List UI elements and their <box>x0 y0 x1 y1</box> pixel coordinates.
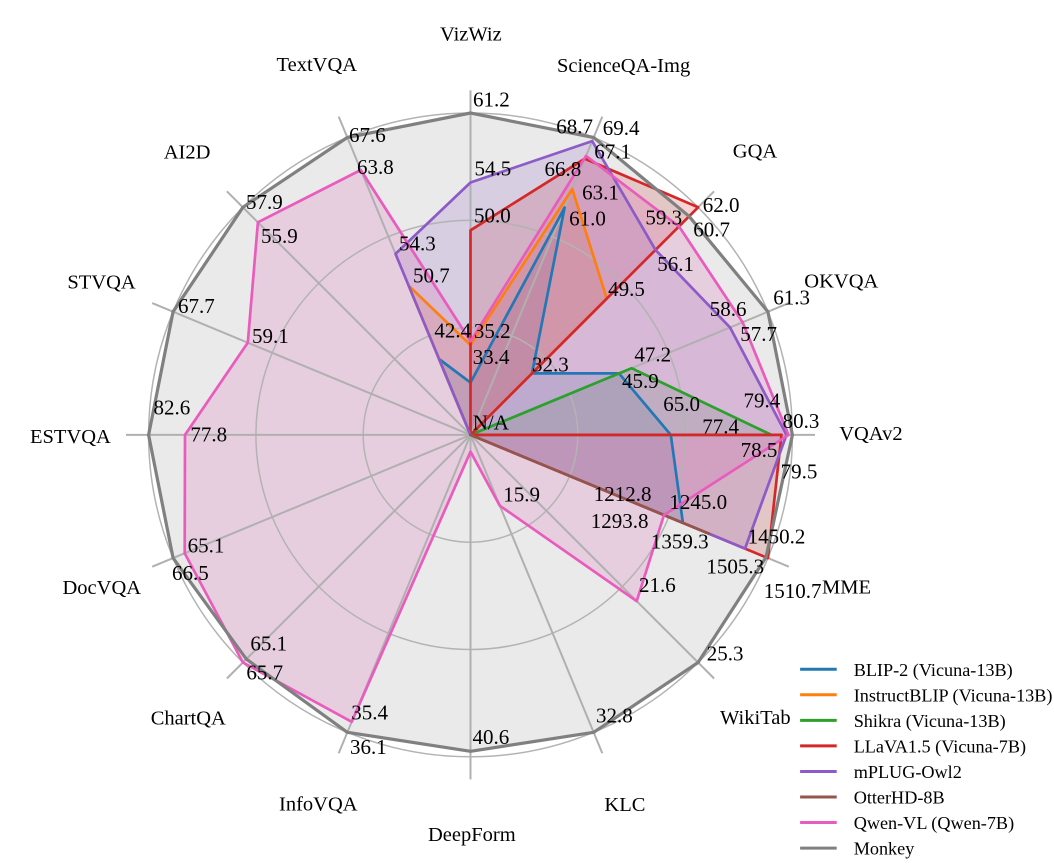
svg-text:61.0: 61.0 <box>569 206 606 230</box>
svg-text:80.3: 80.3 <box>783 409 820 433</box>
svg-text:Qwen-VL (Qwen-7B): Qwen-VL (Qwen-7B) <box>854 813 1014 834</box>
svg-text:69.4: 69.4 <box>603 116 640 140</box>
svg-text:36.1: 36.1 <box>350 735 387 759</box>
svg-text:Monkey: Monkey <box>854 839 916 859</box>
svg-text:45.9: 45.9 <box>622 369 659 393</box>
svg-text:32.3: 32.3 <box>532 352 569 376</box>
svg-text:67.6: 67.6 <box>349 123 386 147</box>
svg-text:77.4: 77.4 <box>702 415 739 439</box>
svg-text:79.5: 79.5 <box>781 460 818 484</box>
svg-text:mPLUG-Owl2: mPLUG-Owl2 <box>854 762 962 782</box>
svg-text:63.8: 63.8 <box>357 155 394 179</box>
svg-text:65.1: 65.1 <box>188 533 225 557</box>
svg-text:54.3: 54.3 <box>399 232 436 256</box>
svg-text:1359.3: 1359.3 <box>651 530 709 554</box>
svg-text:65.1: 65.1 <box>250 631 287 655</box>
svg-text:67.7: 67.7 <box>178 294 215 318</box>
svg-text:TextVQA: TextVQA <box>277 54 358 76</box>
svg-text:49.5: 49.5 <box>608 277 645 301</box>
svg-text:DeepForm: DeepForm <box>428 824 516 846</box>
svg-text:65.0: 65.0 <box>663 392 700 416</box>
svg-text:42.4: 42.4 <box>434 319 471 343</box>
svg-text:AI2D: AI2D <box>164 142 211 164</box>
svg-text:58.6: 58.6 <box>710 297 747 321</box>
svg-text:MME: MME <box>822 576 871 598</box>
svg-text:KLC: KLC <box>604 794 645 816</box>
svg-text:1212.8: 1212.8 <box>594 482 652 506</box>
svg-text:55.9: 55.9 <box>261 224 298 248</box>
svg-text:1245.0: 1245.0 <box>669 490 727 514</box>
svg-text:61.2: 61.2 <box>473 88 510 112</box>
svg-text:50.7: 50.7 <box>413 264 450 288</box>
svg-text:77.8: 77.8 <box>190 423 227 447</box>
svg-text:67.1: 67.1 <box>594 140 631 164</box>
svg-text:VQAv2: VQAv2 <box>839 423 902 445</box>
svg-text:78.5: 78.5 <box>741 438 778 462</box>
svg-text:1293.8: 1293.8 <box>591 509 649 533</box>
svg-text:STVQA: STVQA <box>67 272 136 294</box>
svg-text:82.6: 82.6 <box>154 396 191 420</box>
svg-text:68.7: 68.7 <box>556 115 593 139</box>
svg-text:60.7: 60.7 <box>693 218 730 242</box>
svg-text:Shikra (Vicuna-13B): Shikra (Vicuna-13B) <box>854 711 1006 732</box>
svg-text:25.3: 25.3 <box>707 641 744 665</box>
svg-text:35.4: 35.4 <box>351 700 388 724</box>
svg-text:LLaVA1.5 (Vicuna-7B): LLaVA1.5 (Vicuna-7B) <box>854 736 1026 757</box>
svg-text:OtterHD-8B: OtterHD-8B <box>854 788 945 808</box>
svg-text:15.9: 15.9 <box>503 482 540 506</box>
svg-text:59.1: 59.1 <box>252 324 289 348</box>
svg-text:WikiTab: WikiTab <box>720 707 791 729</box>
svg-text:66.8: 66.8 <box>545 157 582 181</box>
svg-text:33.4: 33.4 <box>473 345 510 369</box>
svg-text:N/A: N/A <box>473 411 510 435</box>
svg-text:InfoVQA: InfoVQA <box>279 793 358 815</box>
svg-text:DocVQA: DocVQA <box>63 577 142 599</box>
svg-text:1505.3: 1505.3 <box>706 554 764 578</box>
svg-text:54.5: 54.5 <box>475 157 512 181</box>
svg-text:61.3: 61.3 <box>773 286 810 310</box>
svg-text:50.0: 50.0 <box>474 204 511 228</box>
svg-text:57.9: 57.9 <box>246 190 283 214</box>
svg-text:40.6: 40.6 <box>473 725 510 749</box>
svg-text:35.2: 35.2 <box>474 319 511 343</box>
svg-text:65.7: 65.7 <box>246 661 283 685</box>
svg-text:BLIP-2 (Vicuna-13B): BLIP-2 (Vicuna-13B) <box>854 660 1013 681</box>
svg-text:79.4: 79.4 <box>744 389 781 413</box>
svg-text:InstructBLIP (Vicuna-13B): InstructBLIP (Vicuna-13B) <box>854 685 1053 706</box>
svg-text:66.5: 66.5 <box>172 561 209 585</box>
svg-text:GQA: GQA <box>733 141 778 163</box>
svg-text:ChartQA: ChartQA <box>151 707 226 729</box>
svg-text:63.1: 63.1 <box>582 180 619 204</box>
svg-text:ESTVQA: ESTVQA <box>30 426 111 448</box>
svg-text:1450.2: 1450.2 <box>748 524 806 548</box>
svg-text:47.2: 47.2 <box>634 342 671 366</box>
svg-text:32.8: 32.8 <box>596 704 633 728</box>
svg-text:21.6: 21.6 <box>639 573 676 597</box>
svg-text:1510.7: 1510.7 <box>764 579 822 603</box>
svg-text:56.1: 56.1 <box>657 252 694 276</box>
svg-text:59.3: 59.3 <box>645 206 682 230</box>
svg-text:62.0: 62.0 <box>703 193 740 217</box>
svg-text:57.7: 57.7 <box>740 322 777 346</box>
svg-text:ScienceQA-Img: ScienceQA-Img <box>557 55 690 77</box>
svg-text:VizWiz: VizWiz <box>440 24 502 46</box>
svg-text:OKVQA: OKVQA <box>804 270 878 292</box>
